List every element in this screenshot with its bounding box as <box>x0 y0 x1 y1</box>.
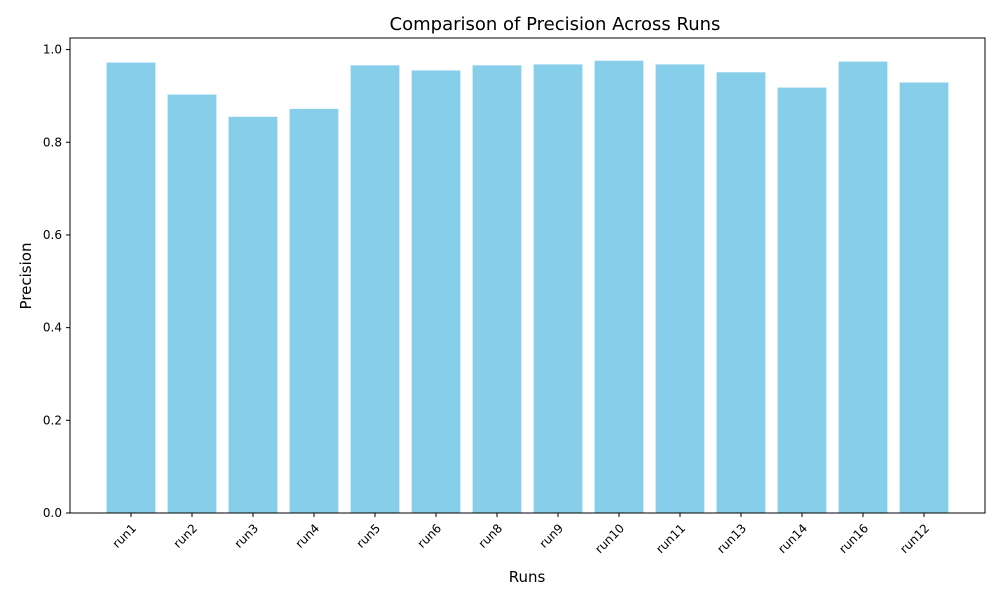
bar-run11 <box>655 64 705 513</box>
bars-group <box>106 60 949 514</box>
y-tick-label: 0.8 <box>43 135 62 149</box>
x-tick-label: run16 <box>836 521 871 556</box>
y-tick-label: 0.4 <box>43 321 62 335</box>
bar-run10 <box>594 60 644 514</box>
x-tick-label: run14 <box>775 521 810 556</box>
y-tick-label: 0.0 <box>43 506 62 520</box>
bar-run3 <box>228 116 278 513</box>
bar-run6 <box>411 70 461 513</box>
x-tick-label: run2 <box>171 521 201 551</box>
bar-run8 <box>472 65 522 513</box>
chart-title: Comparison of Precision Across Runs <box>390 14 721 35</box>
bar-run1 <box>106 62 156 513</box>
x-tick-label: run13 <box>714 521 749 556</box>
y-tick-label: 1.0 <box>43 43 62 57</box>
x-tick-label: run12 <box>897 521 932 556</box>
bar-run13 <box>716 72 766 513</box>
bar-run12 <box>899 82 949 514</box>
y-axis-ticks: 0.0 0.2 0.4 0.6 0.8 1.0 <box>43 43 70 520</box>
x-tick-label: run5 <box>354 521 384 551</box>
y-tick-label: 0.2 <box>43 413 62 427</box>
x-tick-label: run4 <box>293 521 323 551</box>
bar-run9 <box>533 64 583 513</box>
x-tick-label: run9 <box>537 521 567 551</box>
x-tick-label: run6 <box>415 521 445 551</box>
bar-run14 <box>777 87 827 514</box>
bar-run2 <box>167 94 217 513</box>
x-tick-label: run11 <box>653 521 688 556</box>
x-axis-ticks: run1 run2 run3 run4 run5 run6 run8 run9 run10 run… <box>110 513 932 556</box>
y-tick-label: 0.6 <box>43 228 62 242</box>
x-tick-label: run8 <box>476 521 506 551</box>
bar-run4 <box>289 108 339 513</box>
x-tick-label: run3 <box>232 521 262 551</box>
y-axis-label: Precision <box>17 243 35 310</box>
plot-frame <box>69 37 986 514</box>
x-tick-label: run1 <box>110 521 140 551</box>
bar-run16 <box>838 61 888 513</box>
bar-run5 <box>350 65 400 513</box>
x-tick-label: run10 <box>592 521 627 556</box>
x-axis-label: Runs <box>509 568 546 586</box>
